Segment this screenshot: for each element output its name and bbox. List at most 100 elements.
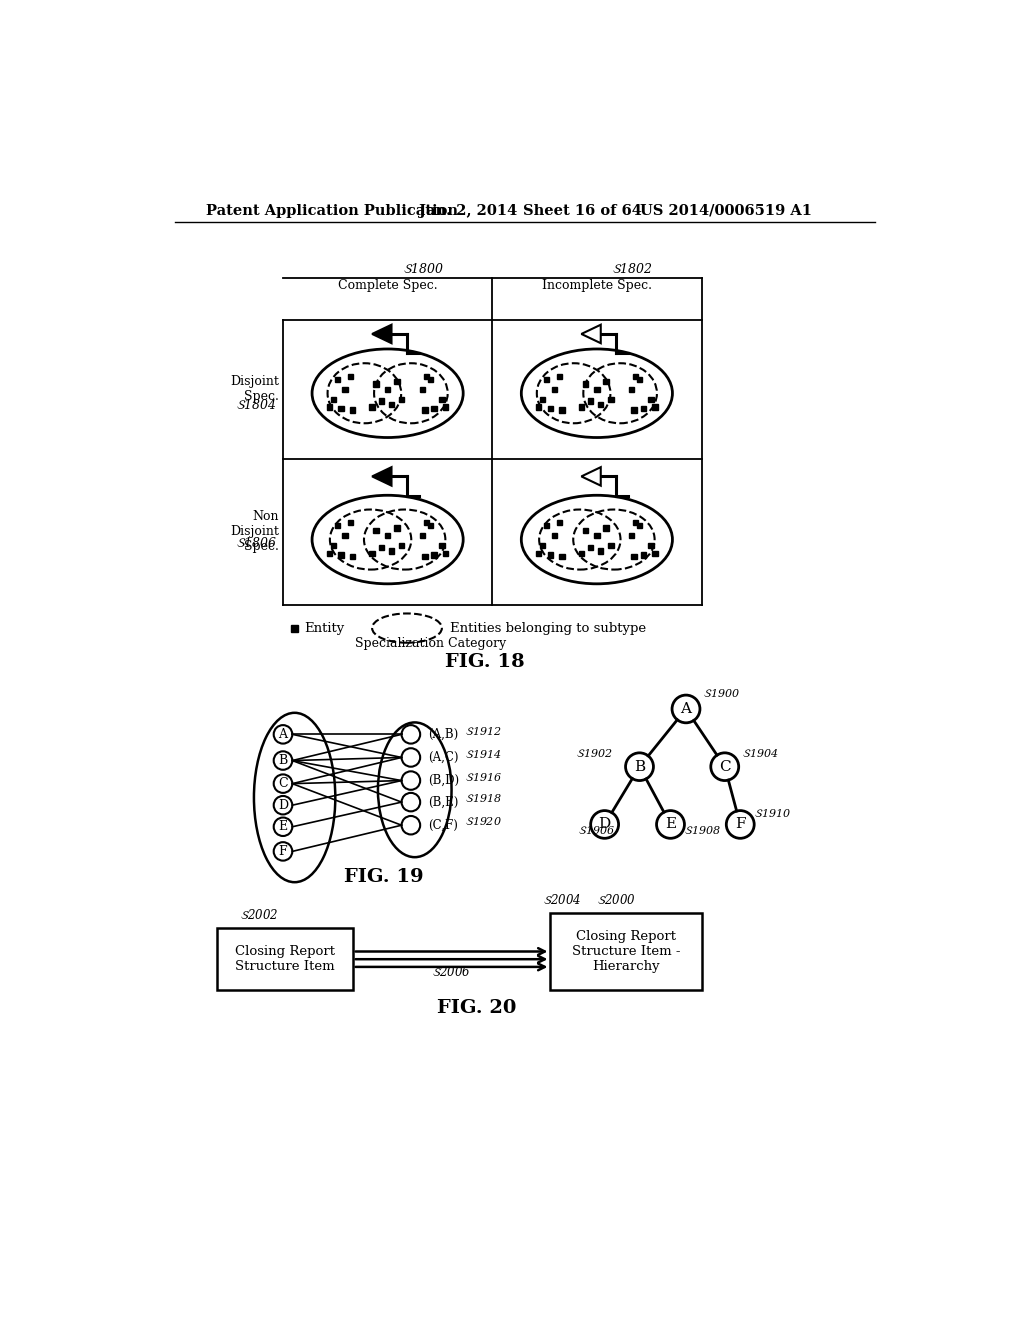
- Bar: [633, 374, 638, 379]
- Text: $\mathcal{S}$1802: $\mathcal{S}$1802: [612, 261, 653, 276]
- Text: Patent Application Publication: Patent Application Publication: [206, 203, 458, 218]
- Bar: [540, 397, 546, 403]
- Bar: [424, 374, 429, 379]
- Bar: [439, 543, 444, 548]
- Bar: [637, 523, 642, 528]
- Bar: [350, 554, 355, 560]
- Text: B: B: [634, 760, 645, 774]
- Bar: [443, 550, 449, 556]
- Text: Specialization Category: Specialization Category: [354, 638, 506, 651]
- Bar: [431, 552, 437, 557]
- Bar: [217, 928, 352, 990]
- Bar: [348, 374, 353, 379]
- Bar: [439, 397, 444, 403]
- Bar: [632, 554, 637, 560]
- Text: $\mathcal{S}$1920: $\mathcal{S}$1920: [465, 816, 502, 828]
- Bar: [389, 548, 394, 554]
- Bar: [594, 533, 600, 539]
- Text: $\mathcal{S}$1800: $\mathcal{S}$1800: [403, 261, 444, 276]
- Text: B: B: [279, 754, 288, 767]
- Bar: [641, 407, 646, 412]
- Bar: [598, 403, 603, 408]
- Text: $\mathcal{S}$1806: $\mathcal{S}$1806: [237, 536, 278, 550]
- Bar: [588, 399, 593, 404]
- Bar: [385, 387, 390, 392]
- Bar: [327, 550, 332, 556]
- Text: C: C: [279, 777, 288, 791]
- Text: D: D: [278, 799, 288, 812]
- Text: C: C: [719, 760, 730, 774]
- Text: (A,C): (A,C): [428, 751, 459, 764]
- Text: Sheet 16 of 64: Sheet 16 of 64: [523, 203, 642, 218]
- Bar: [557, 520, 562, 525]
- Bar: [559, 554, 564, 560]
- Bar: [338, 552, 344, 557]
- Text: $\mathcal{S}$1912: $\mathcal{S}$1912: [465, 725, 502, 737]
- Bar: [370, 404, 375, 409]
- Bar: [428, 376, 433, 381]
- Text: Non
Disjoint
Spec.: Non Disjoint Spec.: [230, 511, 280, 553]
- Bar: [389, 403, 394, 408]
- Text: Closing Report
Structure Item: Closing Report Structure Item: [234, 945, 335, 973]
- Bar: [559, 408, 564, 413]
- Text: (A,B): (A,B): [428, 727, 458, 741]
- Text: Complete Spec.: Complete Spec.: [338, 279, 437, 292]
- Bar: [557, 374, 562, 379]
- Bar: [422, 408, 428, 413]
- Bar: [399, 397, 404, 403]
- Text: $\mathcal{S}$1918: $\mathcal{S}$1918: [465, 792, 502, 804]
- Bar: [342, 387, 348, 392]
- Bar: [629, 533, 635, 539]
- Bar: [536, 550, 542, 556]
- Text: E: E: [279, 820, 288, 833]
- Bar: [594, 387, 600, 392]
- Text: (B,E): (B,E): [428, 796, 459, 809]
- Polygon shape: [582, 325, 601, 343]
- Text: Entity: Entity: [305, 622, 345, 635]
- Bar: [633, 520, 638, 525]
- Bar: [598, 548, 603, 554]
- Text: FIG. 19: FIG. 19: [344, 869, 424, 886]
- Text: D: D: [598, 817, 610, 832]
- Text: (C,F): (C,F): [428, 818, 458, 832]
- Text: Disjoint
Spec.: Disjoint Spec.: [230, 375, 280, 404]
- Bar: [632, 408, 637, 413]
- Bar: [603, 379, 609, 384]
- Text: $\mathcal{S}$1900: $\mathcal{S}$1900: [703, 688, 740, 700]
- Text: $\mathcal{S}$1904: $\mathcal{S}$1904: [741, 747, 778, 759]
- Bar: [548, 552, 553, 557]
- Bar: [431, 407, 437, 412]
- Text: $\mathcal{S}$2004: $\mathcal{S}$2004: [543, 892, 581, 907]
- Bar: [379, 545, 384, 550]
- Bar: [648, 543, 654, 548]
- Bar: [583, 381, 588, 387]
- Polygon shape: [372, 325, 391, 343]
- Text: F: F: [735, 817, 745, 832]
- Bar: [291, 624, 298, 631]
- Bar: [374, 381, 379, 387]
- Bar: [331, 543, 336, 548]
- Bar: [424, 520, 429, 525]
- Text: Incomplete Spec.: Incomplete Spec.: [542, 279, 652, 292]
- Text: (B,D): (B,D): [428, 774, 459, 787]
- Bar: [394, 525, 399, 531]
- Bar: [331, 397, 336, 403]
- Bar: [350, 408, 355, 413]
- Text: US 2014/0006519 A1: US 2014/0006519 A1: [640, 203, 811, 218]
- Bar: [579, 404, 584, 409]
- Bar: [348, 520, 353, 525]
- Bar: [335, 376, 340, 381]
- Text: Entities belonging to subtype: Entities belonging to subtype: [450, 622, 646, 635]
- Bar: [550, 913, 701, 990]
- Bar: [536, 404, 542, 409]
- Bar: [548, 407, 553, 412]
- Bar: [552, 387, 557, 392]
- Bar: [428, 523, 433, 528]
- Bar: [608, 397, 613, 403]
- Bar: [394, 379, 399, 384]
- Bar: [443, 404, 449, 409]
- Text: A: A: [279, 727, 288, 741]
- Bar: [629, 387, 635, 392]
- Text: $\mathcal{S}$1916: $\mathcal{S}$1916: [465, 771, 502, 783]
- Text: FIG. 20: FIG. 20: [437, 999, 516, 1018]
